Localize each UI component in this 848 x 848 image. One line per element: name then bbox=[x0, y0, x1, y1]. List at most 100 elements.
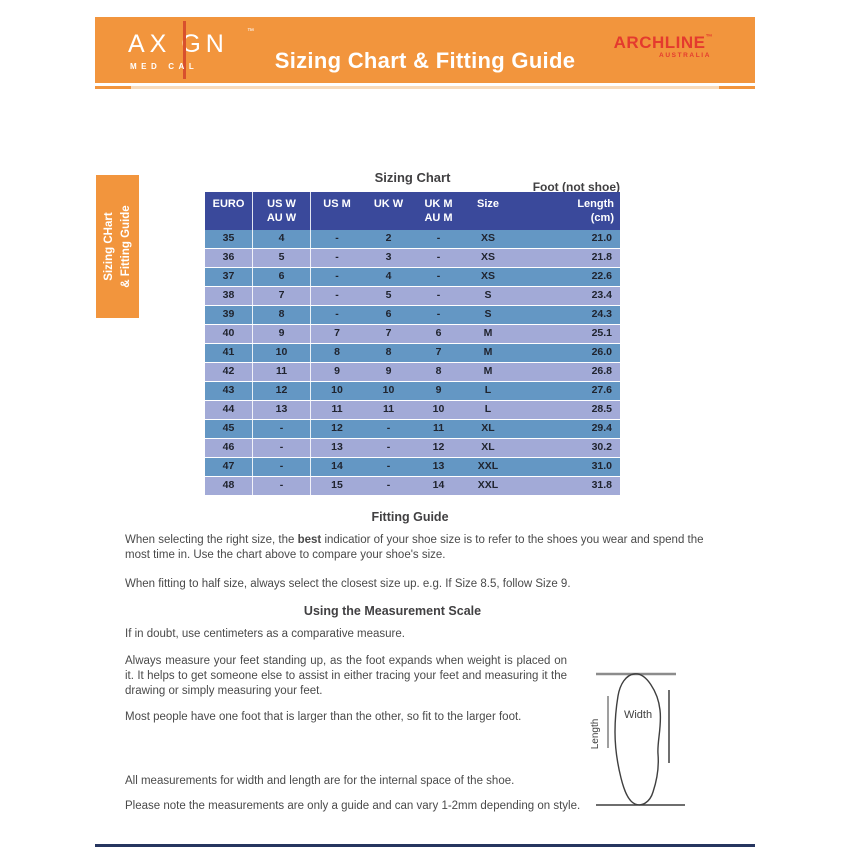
table-cell: - bbox=[436, 231, 441, 244]
table-cell: XXL bbox=[477, 478, 499, 491]
table-row: 37 6 - 4 - XS 22.6 bbox=[205, 267, 620, 287]
table-cell: 10 bbox=[382, 383, 395, 396]
table-cell-spacer bbox=[513, 306, 555, 324]
measurement-paragraph-5: Please note the measurements are only a … bbox=[125, 800, 581, 812]
axign-word-post: GN bbox=[181, 30, 229, 58]
table-cell: 37 bbox=[205, 267, 253, 286]
table-cell: 22.6 bbox=[591, 269, 612, 282]
table-cell: L bbox=[484, 402, 492, 415]
table-cell-spacer bbox=[513, 439, 555, 457]
table-cell: 9 bbox=[435, 383, 442, 396]
table-cell: 13 bbox=[331, 440, 343, 453]
table-cell: 5 bbox=[253, 248, 311, 267]
table-cell: 41 bbox=[205, 343, 253, 362]
table-cell: 42 bbox=[205, 362, 253, 381]
table-cell: 12 bbox=[331, 421, 343, 434]
table-row: 39 8 - 6 - S 24.3 bbox=[205, 305, 620, 325]
table-row: 44 13 11 11 10 L 28.5 bbox=[205, 400, 620, 420]
column-header-spacer bbox=[513, 192, 555, 230]
table-cell-spacer bbox=[513, 230, 555, 248]
table-cell: - bbox=[335, 231, 339, 244]
side-tab-line2: & Fitting Guide bbox=[119, 205, 132, 288]
p1-pre: When selecting the right size, the bbox=[125, 534, 298, 546]
table-cell: 26.8 bbox=[591, 364, 612, 377]
table-cell: 43 bbox=[205, 381, 253, 400]
header-banner: AX GN ™ MED CAL Sizing Chart & Fitting Gui… bbox=[95, 17, 755, 83]
axign-word-pre: AX bbox=[128, 30, 172, 58]
sizing-chart-title: Sizing Chart bbox=[374, 170, 451, 185]
width-label: Width bbox=[624, 709, 652, 721]
table-cell: 25.1 bbox=[591, 326, 612, 339]
table-cell-spacer bbox=[513, 344, 555, 362]
side-tab-label: Sizing CHart & Fitting Guide bbox=[96, 175, 139, 318]
bottom-rule bbox=[95, 844, 755, 847]
table-cell: - bbox=[335, 288, 339, 301]
foot-not-shoe-label: Foot (not shoe) bbox=[532, 180, 620, 194]
table-cell: XS bbox=[480, 250, 495, 263]
table-row: 46-13-12 XL 30.2 bbox=[205, 438, 620, 458]
p1-post: indicatior of your shoe size is to refer… bbox=[125, 534, 704, 562]
axign-medical-logo: AX GN ™ MED CAL bbox=[128, 21, 258, 79]
table-cell: 8 bbox=[385, 345, 392, 358]
table-cell: 29.4 bbox=[591, 421, 612, 434]
table-row: 41 10 8 8 7 M 26.0 bbox=[205, 343, 620, 363]
table-cell: - bbox=[386, 478, 391, 491]
axign-vertical-line-icon bbox=[183, 21, 186, 79]
column-header: US W AU W bbox=[253, 192, 311, 230]
axign-sub-post: CAL bbox=[168, 62, 199, 71]
table-cell: 35 bbox=[205, 229, 253, 248]
sizing-table-body: 35 4-2- XS 21.0 36 5-3- XS 21.8 37 6-4- XS 22.6 38 7-… bbox=[205, 229, 620, 496]
table-cell: 23.4 bbox=[591, 288, 612, 301]
length-label: Length bbox=[590, 719, 601, 750]
table-cell: - bbox=[253, 419, 311, 438]
table-cell: - bbox=[436, 288, 441, 301]
side-tab-line1: Sizing CHart bbox=[102, 212, 115, 281]
table-cell-spacer bbox=[513, 363, 555, 381]
table-cell: 15 bbox=[331, 478, 343, 491]
table-cell: XXL bbox=[477, 459, 499, 472]
table-cell: - bbox=[253, 476, 311, 495]
table-cell: 9 bbox=[253, 324, 311, 343]
table-cell: 31.8 bbox=[591, 478, 612, 491]
table-cell: L bbox=[484, 383, 492, 396]
table-cell: XL bbox=[481, 421, 495, 434]
table-cell: 14 bbox=[432, 478, 445, 491]
table-cell: 7 bbox=[253, 286, 311, 305]
fitting-guide-paragraph-1: When selecting the right size, the best … bbox=[125, 533, 710, 563]
foot-outline bbox=[614, 673, 662, 806]
p1-bold: best bbox=[297, 534, 322, 546]
table-cell: 5 bbox=[385, 288, 392, 301]
table-cell: - bbox=[436, 269, 441, 282]
table-cell: 8 bbox=[334, 345, 340, 358]
table-cell: - bbox=[253, 438, 311, 457]
measurement-paragraph-1: If in doubt, use centimeters as a compar… bbox=[125, 628, 405, 640]
table-cell: 7 bbox=[435, 345, 442, 358]
table-cell-spacer bbox=[513, 287, 555, 305]
table-row: 43 12 10 10 9 L 27.6 bbox=[205, 381, 620, 401]
table-cell: 6 bbox=[435, 326, 442, 339]
table-cell: 11 bbox=[253, 362, 311, 381]
table-cell: 6 bbox=[385, 307, 392, 320]
table-cell: - bbox=[386, 440, 391, 453]
table-cell: - bbox=[335, 307, 339, 320]
table-row: 48-15-14 XXL 31.8 bbox=[205, 476, 620, 496]
table-cell-spacer bbox=[513, 382, 555, 400]
table-row: 36 5 - 3 - XS 21.8 bbox=[205, 248, 620, 268]
table-cell-spacer bbox=[513, 458, 555, 476]
table-cell: 13 bbox=[253, 400, 311, 419]
table-cell: S bbox=[484, 288, 492, 301]
table-cell: 46 bbox=[205, 438, 253, 457]
table-cell: 39 bbox=[205, 305, 253, 324]
column-header: UK W bbox=[373, 198, 404, 210]
table-cell: 3 bbox=[385, 250, 392, 263]
table-cell: 24.3 bbox=[591, 307, 612, 320]
table-cell: 44 bbox=[205, 400, 253, 419]
table-cell: 36 bbox=[205, 248, 253, 267]
sizing-table: EURO US W AU W US M UK W UK M AU M Size Length… bbox=[205, 192, 620, 496]
axign-sub-pre: MED bbox=[130, 62, 162, 71]
measurement-paragraph-4: All measurements for width and length ar… bbox=[125, 775, 515, 787]
archline-australia-subtext: AUSTRALIA bbox=[659, 52, 711, 59]
axign-trademark: ™ bbox=[247, 28, 254, 35]
table-cell: 4 bbox=[385, 269, 392, 282]
